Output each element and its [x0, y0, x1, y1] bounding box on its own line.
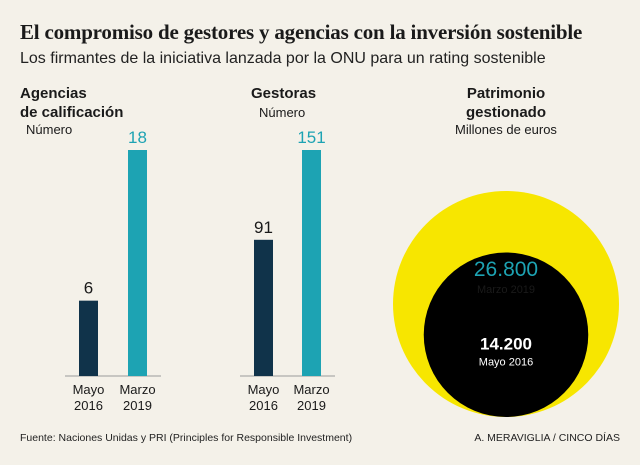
- panel-gestoras: Gestoras Número: [251, 85, 316, 120]
- bubble-marzo-2019-label: Marzo 2019: [477, 284, 535, 296]
- bubble-mayo-2016: [423, 252, 589, 417]
- chart-subtitle: Los firmantes de la iniciativa lanzada p…: [20, 50, 546, 67]
- agencias-bar-1: [128, 150, 147, 376]
- bubble-mayo-2016-value: 14.200: [480, 335, 532, 354]
- agencias-value-label-1: 18: [128, 128, 147, 147]
- gestoras-bar-0: [254, 239, 273, 376]
- panel-agencias: Agencias de calificación Número: [20, 85, 123, 137]
- gestoras-value-label-0: 91: [254, 218, 273, 237]
- gestoras-tick-label-1-line-2: 2019: [297, 398, 326, 413]
- panel-patrimonio-title-line-2: gestionado: [466, 104, 546, 121]
- panel-agencias-title-line-1: Agencias: [20, 85, 87, 102]
- panel-gestoras-title-line-1: Gestoras: [251, 85, 316, 102]
- bubble-marzo-2019-value: 26.800: [474, 258, 538, 281]
- panel-patrimonio: Patrimonio gestionado Millones de euros: [455, 85, 557, 137]
- panel-agencias-unit: Número: [26, 122, 72, 137]
- panel-patrimonio-title-line-1: Patrimonio: [467, 85, 545, 102]
- agencias-tick-label-1-line-1: Marzo: [119, 382, 155, 397]
- gestoras-value-label-1: 151: [297, 128, 325, 147]
- chart-title: El compromiso de gestores y agencias con…: [20, 20, 583, 44]
- source-note: Fuente: Naciones Unidas y PRI (Principle…: [20, 432, 353, 444]
- bubble-mayo-2016-label: Mayo 2016: [479, 357, 533, 369]
- agencias-bar-0: [79, 300, 98, 376]
- author-credit: A. MERAVIGLIA / CINCO DÍAS: [474, 432, 620, 444]
- gestoras-tick-label-0-line-2: 2016: [249, 398, 278, 413]
- panel-agencias-title-line-2: de calificación: [20, 104, 123, 121]
- agencias-value-label-0: 6: [84, 279, 93, 298]
- agencias-tick-label-1-line-2: 2019: [123, 398, 152, 413]
- gestoras-tick-label-1-line-1: Marzo: [293, 382, 329, 397]
- gestoras-bar-1: [302, 150, 321, 376]
- panel-gestoras-unit: Número: [259, 105, 305, 120]
- panel-patrimonio-unit: Millones de euros: [455, 122, 557, 137]
- chart-marks: 6Mayo201618Marzo201991Mayo2016151Marzo20…: [65, 128, 619, 417]
- agencias-tick-label-0-line-2: 2016: [74, 398, 103, 413]
- agencias-tick-label-0-line-1: Mayo: [73, 382, 105, 397]
- gestoras-tick-label-0-line-1: Mayo: [248, 382, 280, 397]
